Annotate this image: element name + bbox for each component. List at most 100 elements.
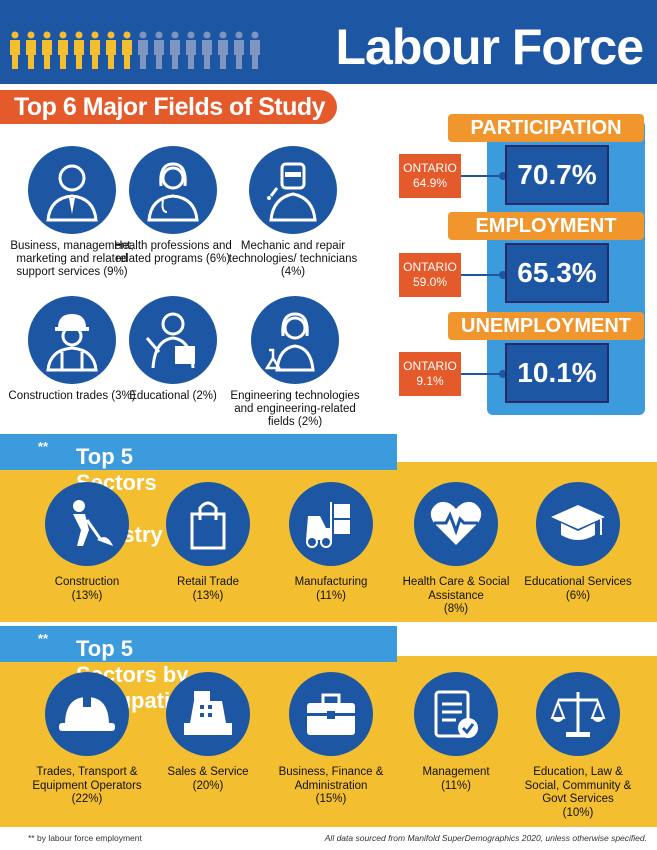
sector-label: Sales & Service (20%): [167, 766, 249, 792]
person-icon: [10, 40, 20, 69]
person-icon: [90, 40, 100, 69]
field-label: Health professions and related programs …: [114, 240, 232, 265]
person-icon: [154, 40, 164, 69]
connector: [461, 271, 507, 279]
footnote-marker: **: [38, 439, 49, 454]
person-icon: [138, 40, 148, 69]
field-label: Mechanic and repair technologies/ techni…: [228, 240, 358, 278]
connector: [461, 370, 507, 378]
ontario-badge: ONTARIO 9.1%: [399, 352, 461, 396]
person-icon: [187, 31, 195, 39]
scientist-icon: [251, 296, 339, 384]
stat-value-unemployment: 10.1%: [505, 343, 609, 403]
fields-section-heading: Top 6 Major Fields of Study: [0, 90, 337, 124]
person-icon: [235, 31, 243, 39]
person-icon: [139, 31, 147, 39]
ontario-badge: ONTARIO 59.0%: [399, 253, 461, 297]
footnote: ** by labour force employment: [28, 833, 142, 843]
sector-label: Education, Law & Social, Community & Gov…: [524, 766, 632, 819]
welder-icon: [249, 146, 337, 234]
person-icon: [58, 40, 68, 69]
sector-label: Business, Finance & Administration (15%): [278, 766, 384, 805]
scales-icon: [536, 672, 620, 756]
occupation-item-management: Management (11%): [393, 672, 519, 793]
person-icon: [250, 40, 260, 69]
person-icon: [202, 40, 212, 69]
sector-label: Construction (13%): [54, 576, 120, 602]
industry-item-health: Health Care & Social Assistance (8%): [393, 482, 519, 617]
header-banner: Labour Force: [0, 0, 657, 84]
field-item-business: Business, management, marketing and rela…: [0, 146, 147, 279]
person-icon: [123, 31, 131, 39]
person-icon: [27, 31, 35, 39]
field-label: Engineering technologies and engineering…: [230, 390, 360, 428]
person-icon: [122, 40, 132, 69]
stat-value-employment: 65.3%: [505, 243, 609, 303]
occupation-item-trades: Trades, Transport & Equipment Operators(…: [24, 672, 150, 807]
people-row-icon: [10, 31, 260, 69]
person-icon: [107, 31, 115, 39]
occupation-heading: Top 5 Sectors by Occupation **: [0, 626, 397, 713]
field-item-mechanic: Mechanic and repair technologies/ techni…: [218, 146, 368, 279]
industry-item-education: Educational Services (6%): [515, 482, 641, 603]
person-icon: [75, 31, 83, 39]
industry-item-retail: Retail Trade (13%): [145, 482, 271, 603]
person-icon: [91, 31, 99, 39]
person-icon: [218, 40, 228, 69]
person-icon: [26, 40, 36, 69]
teacher-icon: [129, 296, 217, 384]
checklist-icon: [414, 672, 498, 756]
fields-section-title: Top 6 Major Fields of Study: [14, 93, 326, 121]
person-icon: [170, 40, 180, 69]
sector-label: Educational Services (6%): [524, 576, 632, 602]
sector-label: Management (11%): [422, 766, 490, 792]
forklift-icon: [289, 482, 373, 566]
footnote-marker: **: [38, 631, 49, 646]
industry-heading: Top 5 Sectors by Industry**: [0, 434, 397, 547]
stat-heading-unemployment: UNEMPLOYMENT: [448, 312, 644, 340]
connector: [461, 172, 507, 180]
person-icon: [186, 40, 196, 69]
sector-label: Retail Trade (13%): [176, 576, 239, 602]
heartbeat-icon: [414, 482, 498, 566]
person-icon: [59, 31, 67, 39]
person-icon: [219, 31, 227, 39]
graduation-cap-icon: [536, 482, 620, 566]
person-icon: [203, 31, 211, 39]
field-label: Construction trades (3%): [8, 390, 136, 402]
person-icon: [171, 31, 179, 39]
industry-item-construction: Construction (13%): [24, 482, 150, 603]
source-note: All data sourced from Manifold SuperDemo…: [324, 833, 647, 843]
occupation-item-business: Business, Finance & Administration (15%): [268, 672, 394, 807]
person-icon: [43, 31, 51, 39]
hard-hat-icon: [45, 672, 129, 756]
briefcase-icon: [289, 672, 373, 756]
shovel-worker-icon: [45, 482, 129, 566]
stat-heading-employment: EMPLOYMENT: [448, 212, 644, 240]
sector-label: Manufacturing (11%): [294, 576, 368, 602]
sector-label: Trades, Transport & Equipment Operators(…: [32, 766, 142, 805]
doctor-icon: [129, 146, 217, 234]
industry-item-manufacturing: Manufacturing (11%): [268, 482, 394, 603]
person-icon: [11, 31, 19, 39]
field-label: Business, management, marketing and rela…: [10, 240, 134, 278]
field-item-construction: Construction trades (3%): [0, 296, 147, 403]
person-icon: [251, 31, 259, 39]
person-icon: [155, 31, 163, 39]
person-icon: [42, 40, 52, 69]
field-item-engineering: Engineering technologies and engineering…: [220, 296, 370, 429]
ontario-badge: ONTARIO 64.9%: [399, 154, 461, 198]
page-title: Labour Force: [335, 19, 644, 75]
stat-heading-participation: PARTICIPATION: [448, 114, 644, 142]
field-label: Educational (2%): [129, 390, 217, 402]
sector-label: Health Care & Social Assistance (8%): [402, 576, 510, 615]
occupation-item-sales: Sales & Service (20%): [145, 672, 271, 793]
stat-value-participation: 70.7%: [505, 145, 609, 205]
construction-worker-icon: [28, 296, 116, 384]
field-item-educational: Educational (2%): [98, 296, 248, 403]
occupation-item-education: Education, Law & Social, Community & Gov…: [515, 672, 641, 820]
field-item-health: Health professions and related programs …: [98, 146, 248, 266]
person-icon: [234, 40, 244, 69]
businessperson-icon: [28, 146, 116, 234]
person-icon: [106, 40, 116, 69]
